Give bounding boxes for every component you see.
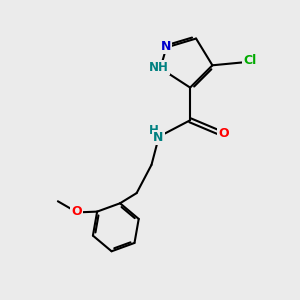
Text: Cl: Cl — [243, 54, 256, 67]
Text: O: O — [71, 205, 82, 218]
Text: N: N — [153, 131, 164, 144]
Text: O: O — [218, 127, 229, 140]
Text: NH: NH — [149, 61, 169, 74]
Text: H: H — [148, 124, 158, 136]
Text: N: N — [160, 40, 171, 53]
